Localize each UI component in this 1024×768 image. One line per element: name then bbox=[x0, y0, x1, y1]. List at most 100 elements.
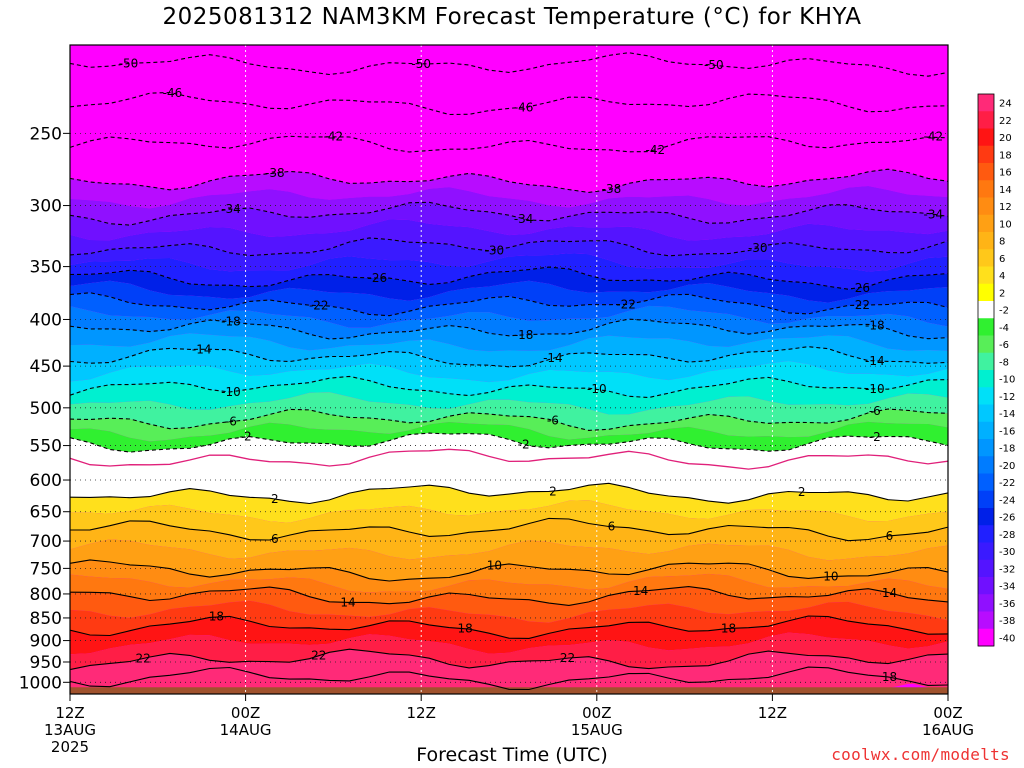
isotherm-label: 14 bbox=[633, 584, 648, 598]
chart-title: 2025081312 NAM3KM Forecast Temperature (… bbox=[162, 4, 862, 30]
isotherm-labels: -50 -50 -50 -46 -46 -42 -42 -42 -38 -38 -34 -34 -34 -… bbox=[119, 56, 943, 684]
y-tick-label: 950 bbox=[30, 653, 62, 673]
temperature-band bbox=[70, 267, 948, 303]
colorbar-swatch bbox=[978, 404, 994, 423]
colorbar-swatch bbox=[978, 490, 994, 509]
isotherm-label: -34 bbox=[924, 207, 944, 221]
colorbar-label: -28 bbox=[999, 530, 1015, 541]
colorbar-swatch bbox=[978, 577, 994, 595]
x-tick-label: 00Z bbox=[933, 704, 962, 722]
isotherm-line bbox=[70, 615, 948, 639]
colorbar-swatch bbox=[978, 508, 994, 526]
colorbar-swatch bbox=[978, 197, 994, 216]
temperature-band bbox=[70, 392, 948, 431]
isotherm-label: -34 bbox=[514, 212, 534, 226]
colorbar-swatch bbox=[978, 266, 994, 285]
ground-surface bbox=[70, 687, 948, 694]
y-tick-label: 1000 bbox=[19, 673, 62, 693]
isotherm-line bbox=[70, 52, 948, 77]
colorbar-swatch bbox=[978, 318, 994, 336]
isotherm-label: 2 bbox=[798, 485, 806, 499]
temperature-band bbox=[70, 169, 948, 209]
colorbar-swatch bbox=[978, 214, 994, 233]
isotherm-label: 18 bbox=[209, 609, 224, 623]
y-tick-label: 300 bbox=[30, 197, 62, 217]
colorbar-label: -34 bbox=[999, 582, 1015, 593]
colorbar-label: 12 bbox=[999, 202, 1012, 213]
colorbar-swatch bbox=[978, 232, 994, 250]
isotherm-label: -14 bbox=[543, 351, 563, 365]
temperature-band bbox=[70, 409, 948, 442]
temperature-band bbox=[70, 333, 948, 367]
isotherm-label: -6 bbox=[869, 404, 881, 418]
isotherm-label: 10 bbox=[823, 569, 838, 583]
x-tick-label: 13AUG bbox=[44, 721, 96, 739]
y-tick-label: 600 bbox=[30, 471, 62, 491]
x-tick-label: 12Z bbox=[758, 704, 787, 722]
plot-frame bbox=[69, 44, 949, 695]
isotherm-line bbox=[70, 292, 948, 317]
grid-lines bbox=[70, 45, 948, 694]
colorbar-label: 8 bbox=[999, 237, 1005, 248]
temperature-band bbox=[70, 600, 948, 639]
colorbar-swatch bbox=[978, 301, 994, 319]
colorbar-swatch bbox=[978, 439, 994, 457]
colorbar-label: -20 bbox=[999, 461, 1015, 472]
colorbar-label: 18 bbox=[999, 150, 1012, 161]
isotherm-label: -14 bbox=[865, 354, 885, 368]
temperature-band bbox=[70, 483, 948, 523]
isotherm-line bbox=[70, 586, 948, 606]
colorbar-swatch bbox=[978, 421, 994, 440]
colorbar-frame bbox=[977, 93, 995, 647]
temperature-band bbox=[70, 376, 948, 415]
y-tick-label: 750 bbox=[30, 559, 62, 579]
colorbar-swatch bbox=[978, 387, 994, 405]
isotherm-line bbox=[70, 666, 948, 691]
colorbar-swatch bbox=[978, 473, 994, 492]
colorbar-swatch bbox=[978, 249, 994, 267]
colorbar-label: 10 bbox=[999, 219, 1012, 230]
isotherm-label: -50 bbox=[411, 57, 431, 71]
credit-link[interactable]: coolwx.com/modelts bbox=[831, 745, 1010, 764]
isotherm-label: -22 bbox=[309, 299, 329, 313]
colorbar-label: -18 bbox=[999, 444, 1015, 455]
isotherm-label: 22 bbox=[560, 651, 575, 665]
isotherm-label: -26 bbox=[367, 271, 387, 285]
isotherm-label: -2 bbox=[869, 430, 881, 444]
isotherm-line bbox=[70, 517, 948, 542]
y-tick-label: 900 bbox=[30, 632, 62, 652]
isotherm-line bbox=[70, 168, 948, 193]
isotherm-label: -30 bbox=[748, 241, 768, 255]
temperature-band bbox=[70, 632, 948, 670]
isotherm-label: -10 bbox=[221, 385, 241, 399]
temperature-band bbox=[70, 573, 948, 606]
isotherm-label: -18 bbox=[514, 328, 534, 342]
isotherm-line bbox=[70, 237, 948, 257]
isotherm-label: -10 bbox=[587, 382, 607, 396]
colorbar-label: -26 bbox=[999, 513, 1015, 524]
temperature-band bbox=[70, 361, 948, 398]
y-tick-label: 850 bbox=[30, 609, 62, 629]
colorbar-label: 6 bbox=[999, 254, 1005, 265]
colorbar-label: -38 bbox=[999, 616, 1015, 627]
isotherm-label: -42 bbox=[924, 130, 944, 144]
x-tick-label: 00Z bbox=[231, 704, 260, 722]
isotherm-line bbox=[70, 201, 948, 226]
temperature-band bbox=[70, 152, 948, 193]
colorbar-label: -16 bbox=[999, 426, 1015, 437]
y-tick-label: 700 bbox=[30, 532, 62, 552]
isotherm-label: -42 bbox=[646, 143, 666, 157]
y-tick-label: 550 bbox=[30, 437, 62, 457]
temperature-band bbox=[70, 539, 948, 581]
colorbar-swatch bbox=[978, 128, 994, 147]
isotherm-label: -50 bbox=[119, 56, 139, 70]
colorbar-swatch bbox=[978, 352, 994, 371]
isotherm-label: -46 bbox=[514, 100, 534, 114]
temperature-band bbox=[70, 280, 948, 316]
isotherm-label: -18 bbox=[221, 315, 241, 329]
surface-strip bbox=[70, 687, 948, 694]
colorbar-label: 2 bbox=[999, 288, 1005, 299]
y-tick-label: 400 bbox=[30, 310, 62, 330]
